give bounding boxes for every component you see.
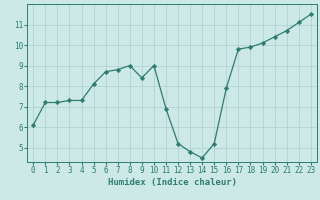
X-axis label: Humidex (Indice chaleur): Humidex (Indice chaleur) [108, 178, 236, 187]
